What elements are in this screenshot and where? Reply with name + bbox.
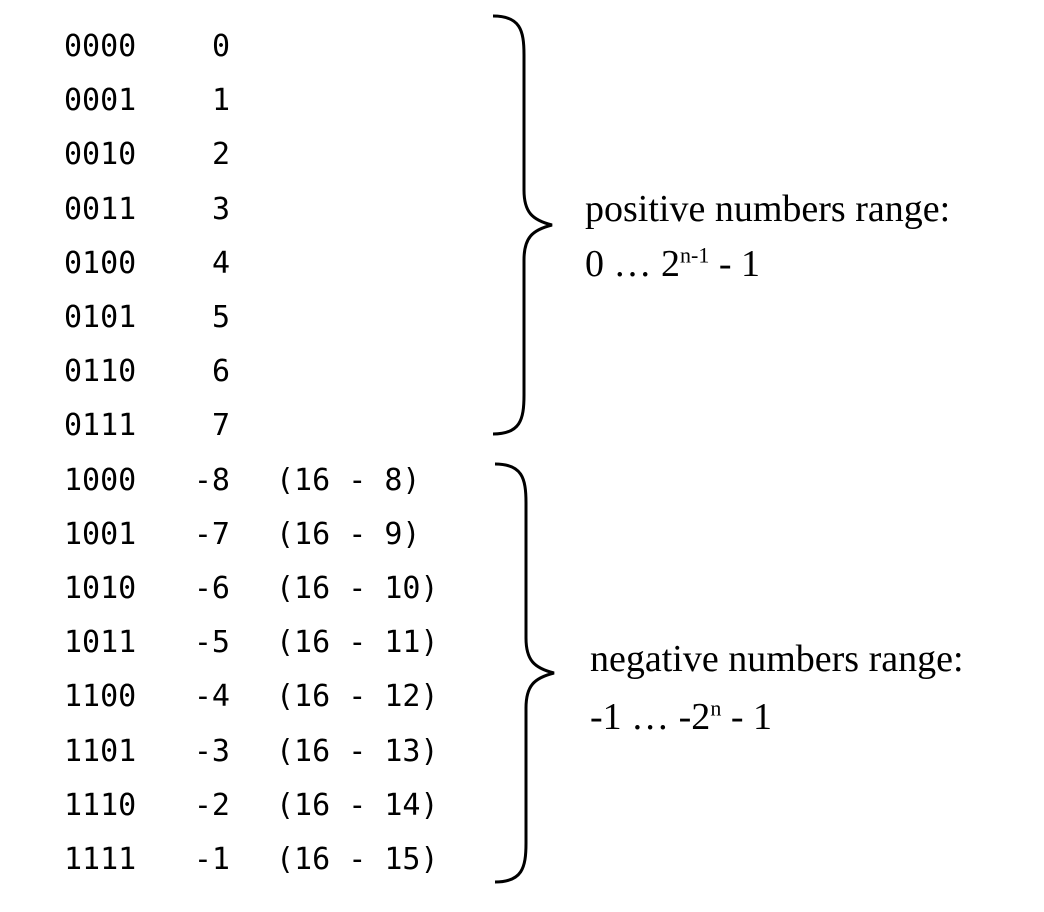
row-bits: 0010: [64, 137, 137, 173]
row-bits: 1101: [64, 733, 137, 769]
row-note: (16 - 10): [276, 571, 439, 606]
row-bits: 1111: [64, 842, 137, 877]
row-bits: 1100: [64, 679, 137, 715]
row-value: 2: [211, 137, 230, 173]
row-bits: 1000: [64, 462, 137, 498]
row-value: 4: [211, 245, 230, 281]
row-note: (16 - 11): [276, 625, 439, 661]
positive-range-suffix: - 1: [709, 243, 760, 285]
row-value: 1: [211, 83, 230, 119]
row-value: 5: [211, 300, 230, 335]
row-bits: 1001: [64, 516, 137, 552]
negative-range-suffix: - 1: [721, 696, 772, 738]
row-bits: 0000: [64, 29, 137, 64]
row-bits: 0110: [64, 354, 137, 390]
row-bits: 0001: [64, 83, 137, 119]
negative-range-prefix: -1 … -2: [590, 696, 711, 738]
row-value: -8: [193, 462, 230, 498]
row-value: -1: [193, 842, 230, 877]
row-value: 6: [211, 354, 230, 390]
negative-range-exponent: n: [710, 695, 722, 721]
negative-range-title: negative numbers range:: [590, 638, 964, 680]
row-value: 0: [211, 29, 230, 64]
row-bits: 0111: [64, 408, 137, 444]
row-value: -4: [193, 679, 230, 715]
row-value: -2: [193, 787, 230, 823]
row-note: (16 - 13): [276, 733, 439, 769]
row-bits: 0101: [64, 300, 137, 335]
row-note: (16 - 15): [276, 842, 439, 877]
row-bits: 1010: [64, 571, 137, 606]
positive-range-prefix: 0 … 2: [585, 243, 680, 285]
positive-range-exponent: n-1: [680, 242, 710, 268]
row-value: -5: [193, 625, 230, 661]
row-bits: 0100: [64, 245, 137, 281]
positive-range-title: positive numbers range:: [585, 188, 951, 230]
row-value: 3: [211, 191, 230, 227]
row-value: 7: [211, 408, 230, 444]
row-note: (16 - 12): [276, 679, 439, 715]
row-bits: 1110: [64, 787, 137, 823]
row-bits: 0011: [64, 191, 137, 227]
negative-range-formula: -1 … -2n - 1: [590, 695, 772, 738]
row-value: -6: [193, 571, 230, 606]
row-value: -3: [193, 733, 230, 769]
row-note: (16 - 14): [276, 787, 439, 823]
row-bits: 1011: [64, 625, 137, 661]
positive-range-formula: 0 … 2n-1 - 1: [585, 242, 760, 285]
row-note: (16 - 8): [276, 462, 421, 498]
row-value: -7: [193, 516, 230, 552]
row-note: (16 - 9): [276, 516, 421, 552]
